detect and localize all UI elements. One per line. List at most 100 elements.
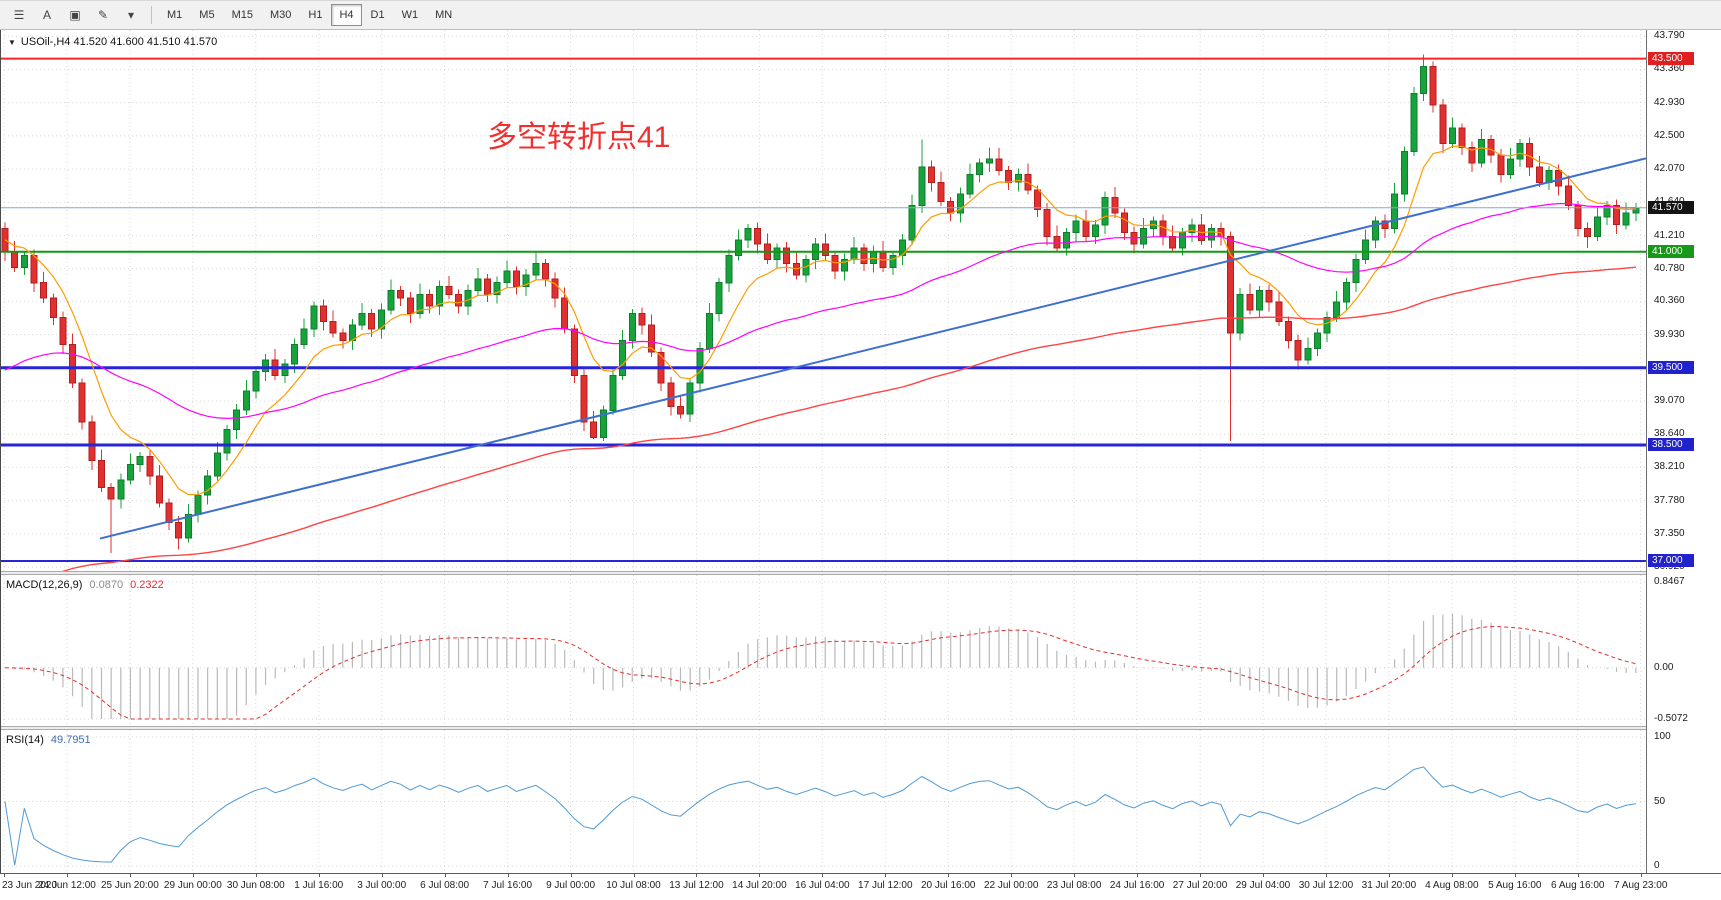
candle	[1458, 123, 1466, 156]
timeframe-group: M1 M5 M15 M30 H1 H4 D1 W1 MN	[159, 4, 460, 26]
candle	[213, 441, 221, 481]
candle	[40, 271, 48, 303]
macd-canvas[interactable]	[0, 575, 1646, 726]
candle	[1381, 214, 1389, 238]
candle	[725, 249, 733, 292]
timeframe-button-m30[interactable]: M30	[269, 9, 292, 21]
candle	[1333, 291, 1341, 323]
cursor-mode-icon[interactable]: A	[42, 8, 51, 22]
candle	[107, 482, 115, 554]
candle	[1256, 285, 1263, 318]
time-tick	[381, 874, 383, 877]
rsi-axis-label: 0	[1654, 860, 1660, 871]
candle	[1323, 311, 1331, 343]
time-label: 30 Jul 12:00	[1298, 880, 1354, 891]
candle	[648, 314, 656, 357]
candle	[1304, 337, 1312, 365]
price-tick-label: 42.930	[1654, 97, 1685, 108]
time-label: 9 Jul 00:00	[546, 880, 596, 891]
pane-separator[interactable]	[0, 726, 1721, 730]
timeframe-button-m1[interactable]: M1	[167, 9, 183, 21]
candle	[512, 266, 520, 295]
time-tick	[1451, 874, 1453, 877]
draw-tools-icon[interactable]: ✎	[97, 8, 109, 22]
timeframe-button-w1[interactable]: W1	[401, 9, 419, 21]
timeframe-button-m15[interactable]: M15	[231, 9, 253, 21]
trendline[interactable]	[99, 157, 1646, 540]
time-tick	[1011, 874, 1013, 877]
candle	[1111, 186, 1119, 218]
timeframe-button-m5[interactable]: M5	[199, 9, 215, 21]
candle	[281, 359, 289, 384]
candle	[271, 349, 279, 381]
candle	[792, 252, 800, 280]
macd-indicator-label: MACD(12,26,9) 0.0870 0.2322	[6, 579, 164, 591]
price-tick-label: 40.360	[1654, 295, 1685, 306]
candle	[1371, 216, 1379, 248]
candle	[493, 276, 501, 304]
timeframe-button-d1[interactable]: D1	[370, 9, 385, 21]
candle	[686, 378, 694, 422]
pane-separator[interactable]	[0, 571, 1721, 575]
candle	[580, 369, 588, 432]
candle	[1043, 203, 1051, 246]
candle	[1159, 214, 1167, 246]
price-tick-label: 43.790	[1654, 30, 1685, 41]
candle	[435, 280, 443, 316]
candle	[976, 158, 984, 183]
draw-tools-caret-icon[interactable]: ▾	[127, 8, 135, 22]
candle	[551, 272, 559, 308]
candle	[1593, 206, 1601, 241]
candle	[590, 411, 598, 439]
candle	[204, 469, 212, 505]
symbol-ohlc-text: USOil-,H4 41.520 41.600 41.510 41.570	[20, 36, 218, 48]
candle	[1198, 213, 1206, 245]
candle	[59, 311, 67, 354]
time-tick	[4, 874, 5, 877]
time-tick	[1200, 874, 1202, 877]
candle	[744, 224, 752, 248]
candle	[1130, 226, 1138, 254]
candle	[1439, 98, 1447, 153]
candle	[1622, 202, 1630, 230]
candle	[426, 289, 434, 314]
candle	[1545, 166, 1553, 190]
candle	[918, 139, 926, 214]
timeframe-button-h1[interactable]: H1	[308, 9, 323, 21]
time-axis[interactable]: 23 Jun 2020 24 Jun 12:00 25 Jun 20:00 29 Ju…	[0, 873, 1721, 900]
time-tick	[948, 874, 950, 877]
price-axis[interactable]: 43.79043.36042.93042.50042.07041.64041.2…	[1646, 30, 1721, 873]
candle	[1400, 146, 1408, 202]
candle	[1564, 175, 1572, 211]
candle	[821, 233, 829, 261]
timeframe-button-mn[interactable]: MN	[435, 9, 453, 21]
grid-layer	[0, 575, 1646, 726]
time-tick	[1325, 874, 1327, 877]
time-tick	[1577, 874, 1579, 877]
candle	[358, 302, 366, 330]
candle	[406, 292, 414, 323]
time-label: 25 Jun 20:00	[100, 880, 159, 891]
charts-list-icon[interactable]: ☰	[13, 8, 25, 22]
candle	[570, 324, 578, 384]
candle	[734, 229, 742, 261]
candle	[1420, 54, 1428, 102]
price-badge: 41.000	[1648, 245, 1694, 258]
candle	[812, 237, 820, 269]
timeframe-button-h4[interactable]: H4	[331, 4, 362, 26]
candle	[1429, 61, 1437, 113]
rsi-canvas[interactable]	[0, 730, 1646, 873]
price-chart-canvas[interactable]	[0, 30, 1646, 571]
candle	[1091, 220, 1099, 245]
time-label: 30 Jun 08:00	[226, 880, 285, 891]
object-box-icon[interactable]: ▣	[69, 8, 81, 22]
candle	[1265, 284, 1273, 312]
candle	[1506, 148, 1514, 180]
candle	[966, 163, 974, 199]
candle	[300, 318, 308, 350]
time-tick	[885, 874, 887, 877]
grid-layer	[0, 30, 1646, 571]
rsi-axis-label: 100	[1654, 731, 1671, 742]
candle	[1227, 231, 1235, 442]
